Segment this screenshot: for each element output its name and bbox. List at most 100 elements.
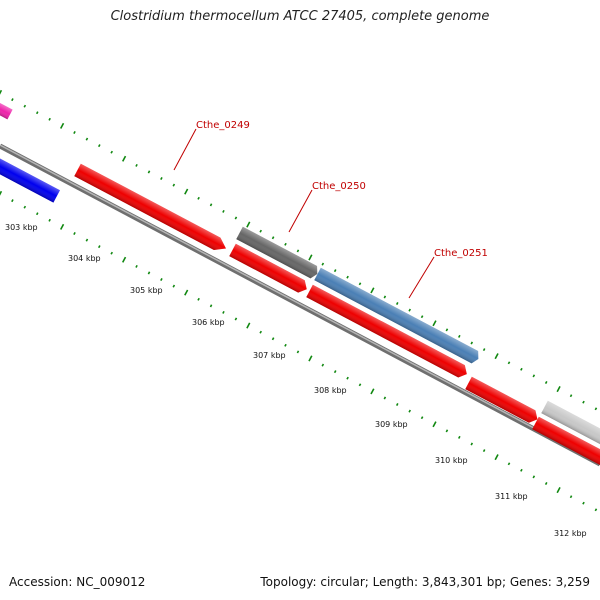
ruler-tick	[147, 170, 151, 174]
reverse-strand-features	[0, 154, 600, 467]
ruler-label: 308 kbp	[314, 386, 347, 395]
gene-label-cthe-0251[interactable]: Cthe_0251	[434, 248, 488, 259]
ruler-tick	[246, 221, 251, 228]
genome-summary-text: Topology: circular; Length: 3,843,301 bp…	[260, 575, 590, 589]
ruler-tick	[259, 229, 263, 233]
ruler-tick	[358, 383, 362, 387]
ruler-tick	[222, 209, 225, 213]
ruler-tick	[110, 150, 114, 154]
gene-arrow-magenta[interactable]	[0, 95, 13, 120]
ruler-tick	[110, 251, 114, 255]
ruler-tick	[160, 177, 163, 180]
ruler-tick	[408, 409, 412, 413]
gene-arrow-red-2[interactable]	[229, 243, 310, 296]
ruler-tick	[135, 163, 138, 167]
ruler-tick	[333, 269, 337, 273]
inner-ruler-ticks	[0, 190, 598, 512]
ruler-tick	[209, 203, 213, 207]
ruler-tick	[222, 310, 225, 314]
ruler-tick	[59, 223, 65, 230]
ruler-tick	[507, 462, 511, 466]
ruler-tick	[11, 199, 14, 203]
gene-arrow-cthe-0250[interactable]	[236, 226, 320, 281]
ruler-tick	[370, 388, 375, 395]
ruler-label: 307 kbp	[253, 351, 286, 360]
ruler-tick	[582, 400, 585, 404]
ruler-tick	[147, 271, 151, 275]
gene-label-cthe-0249[interactable]: Cthe_0249	[196, 120, 250, 131]
gene-arrow-red-3[interactable]	[306, 284, 470, 381]
ruler-tick	[532, 475, 536, 479]
ruler-tick	[594, 407, 598, 411]
ruler-tick	[197, 196, 200, 200]
ruler-tick	[0, 190, 3, 196]
ruler-tick	[308, 254, 313, 261]
ruler-tick	[494, 353, 499, 360]
gene-arrow-lightgray[interactable]	[541, 400, 600, 448]
ruler-tick	[234, 216, 238, 220]
ruler-tick	[197, 297, 200, 301]
ruler-tick	[97, 245, 101, 249]
ruler-tick	[358, 282, 362, 286]
accession-text: Accession: NC_009012	[9, 575, 146, 589]
ruler-tick	[494, 454, 499, 461]
ruler-tick	[259, 330, 263, 334]
ruler-label: 311 kbp	[495, 492, 528, 501]
ruler-label: 304 kbp	[68, 254, 101, 263]
ruler-tick	[432, 320, 437, 327]
ruler-tick	[85, 137, 89, 141]
ruler-tick	[73, 131, 76, 134]
ruler-tick	[246, 322, 251, 329]
ruler-tick	[184, 188, 189, 195]
ruler-labels: 303 kbp 304 kbp 305 kbp 306 kbp 307 kbp …	[5, 223, 587, 538]
ruler-tick	[48, 117, 51, 121]
ruler-tick	[594, 508, 598, 512]
ruler-tick	[432, 421, 437, 428]
ruler-tick	[370, 287, 375, 294]
gene-arrow-red-4[interactable]	[465, 376, 540, 426]
ruler-tick	[296, 249, 300, 253]
gene-arrow-cthe-0249[interactable]	[74, 163, 229, 255]
ruler-tick	[308, 355, 313, 362]
gene-arrow-cthe-0251[interactable]	[314, 267, 481, 366]
ruler-tick	[544, 381, 548, 384]
gene-arrow-red-5[interactable]	[532, 416, 600, 467]
ruler-tick	[160, 278, 163, 281]
ruler-tick	[569, 394, 573, 398]
ruler-tick	[346, 376, 349, 380]
ruler-tick	[569, 495, 573, 499]
ruler-tick	[457, 334, 461, 338]
ruler-tick	[395, 403, 399, 406]
ruler-tick	[23, 104, 27, 108]
ruler-label: 306 kbp	[192, 318, 225, 327]
ruler-tick	[470, 341, 474, 345]
ruler-tick	[395, 302, 399, 305]
ruler-tick	[544, 482, 548, 485]
ruler-tick	[321, 363, 325, 367]
ruler-label: 309 kbp	[375, 420, 408, 429]
ruler-tick	[482, 348, 486, 352]
ruler-tick	[121, 155, 127, 162]
ruler-tick	[333, 370, 337, 374]
ruler-tick	[445, 429, 449, 433]
gene-arrow-blue[interactable]	[0, 154, 60, 203]
ruler-tick	[420, 315, 424, 319]
ruler-tick	[457, 435, 461, 439]
ruler-tick	[172, 183, 176, 187]
ruler-tick	[383, 295, 387, 299]
ruler-tick	[507, 361, 511, 365]
ruler-tick	[172, 284, 176, 288]
ruler-tick	[420, 416, 424, 420]
ruler-tick	[321, 262, 325, 266]
ruler-tick	[73, 232, 76, 235]
ruler-tick	[35, 111, 39, 115]
gene-labels: Cthe_0249 Cthe_0250 Cthe_0251	[173, 120, 488, 299]
ruler-tick	[520, 468, 523, 472]
ruler-tick	[234, 317, 238, 321]
ruler-label: 312 kbp	[554, 529, 587, 538]
gene-label-cthe-0250[interactable]: Cthe_0250	[312, 181, 366, 192]
ruler-tick	[59, 122, 65, 129]
ruler-tick	[0, 89, 3, 95]
ruler-tick	[408, 308, 412, 312]
